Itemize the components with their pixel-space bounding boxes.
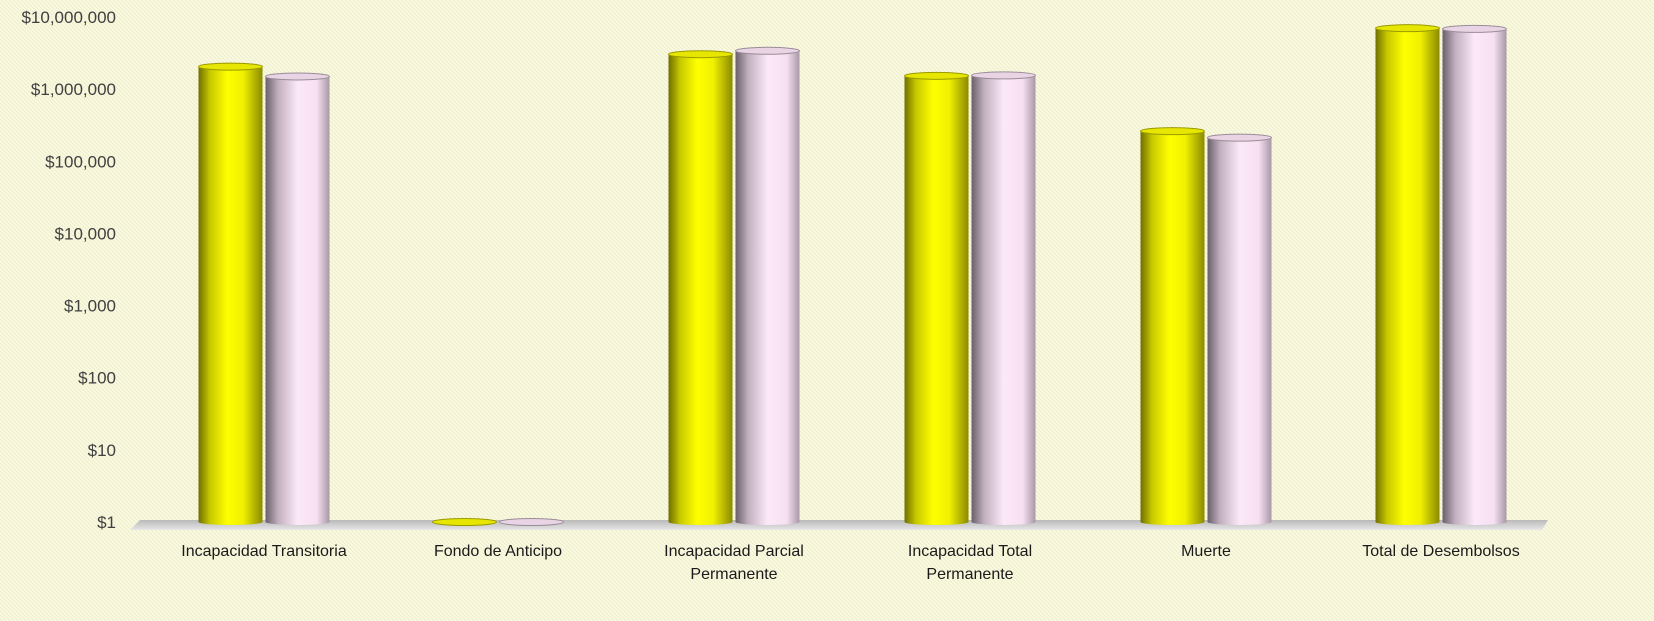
bar-base xyxy=(904,519,969,525)
bar-top xyxy=(1442,24,1507,33)
bar-body xyxy=(1140,131,1205,522)
bar-top xyxy=(265,72,330,81)
y-tick-label: $100,000 xyxy=(45,152,116,171)
y-tick-label: $1,000,000 xyxy=(31,80,116,99)
bar-base xyxy=(1442,519,1507,525)
bar xyxy=(668,50,733,525)
bar-body xyxy=(1442,28,1507,522)
bar-base xyxy=(971,519,1036,525)
bar-body xyxy=(668,54,733,523)
bar xyxy=(499,518,564,526)
bar xyxy=(1140,127,1205,525)
bar-body xyxy=(735,50,800,523)
bar-base xyxy=(1140,519,1205,525)
y-tick-label: $100 xyxy=(78,369,116,388)
bar-base xyxy=(265,519,330,525)
bar-base xyxy=(198,519,263,525)
x-tick-label: Muerte xyxy=(1181,543,1231,560)
x-tick-label: Fondo de Anticipo xyxy=(434,543,562,560)
bar-body xyxy=(1375,28,1440,522)
y-tick-label: $1 xyxy=(97,513,116,532)
bar-body xyxy=(265,76,330,522)
bar-base xyxy=(668,519,733,525)
bar xyxy=(735,46,800,525)
bar xyxy=(1442,24,1507,525)
bar-top xyxy=(668,50,733,59)
bar-top xyxy=(198,62,263,71)
bar-top xyxy=(1375,24,1440,33)
x-tick-label: Incapacidad Total xyxy=(908,543,1032,560)
bar-body xyxy=(1207,137,1272,523)
bar-top xyxy=(904,71,969,80)
bar xyxy=(904,71,969,525)
bar xyxy=(432,518,497,526)
x-tick-label: Permanente xyxy=(926,566,1013,583)
bar-top xyxy=(1207,133,1272,142)
bar-top xyxy=(735,46,800,55)
y-tick-label: $10,000 xyxy=(55,224,116,243)
bar xyxy=(1375,24,1440,525)
x-tick-label: Total de Desembolsos xyxy=(1362,543,1519,560)
bar-body xyxy=(904,75,969,522)
bar-body xyxy=(971,75,1036,523)
bar-top xyxy=(1140,127,1205,136)
x-tick-label: Incapacidad Transitoria xyxy=(181,543,347,560)
bar-base xyxy=(735,519,800,525)
y-tick-label: $1,000 xyxy=(64,297,116,316)
y-tick-label: $10,000,000 xyxy=(21,8,116,27)
bar-base xyxy=(1375,519,1440,525)
bar-top xyxy=(971,71,1036,80)
bar xyxy=(971,71,1036,525)
bar-top xyxy=(499,518,564,526)
bar xyxy=(265,72,330,525)
bar-body xyxy=(198,66,263,523)
bar-top xyxy=(432,518,497,526)
y-tick-label: $10 xyxy=(88,441,116,460)
x-tick-label: Incapacidad Parcial xyxy=(664,543,804,560)
chart-floor xyxy=(130,520,1548,530)
x-tick-label: Permanente xyxy=(690,566,777,583)
bar xyxy=(1207,133,1272,525)
bar xyxy=(198,62,263,525)
bar-base xyxy=(1207,519,1272,525)
